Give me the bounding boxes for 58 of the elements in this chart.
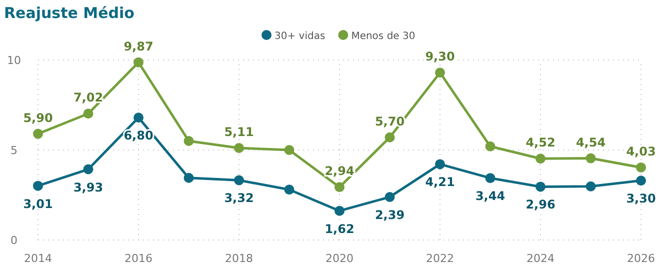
data-label: 3,01 [23, 196, 53, 211]
point [334, 206, 344, 216]
y-tick-label: 10 [7, 54, 21, 67]
point [33, 128, 43, 139]
x-tick-label: 2016 [124, 252, 152, 265]
x-tick-label: 2026 [627, 252, 655, 265]
point [384, 132, 395, 142]
point [485, 141, 496, 152]
legend-label: Menos de 30 [351, 31, 416, 42]
point [384, 192, 395, 202]
x-tick-label: 2020 [326, 252, 354, 265]
data-label: 6,80 [124, 128, 154, 143]
chart-title: Reajuste Médio [4, 4, 134, 22]
point [33, 180, 43, 191]
data-label: 3,32 [224, 191, 254, 206]
data-label: 2,39 [374, 208, 405, 222]
point [184, 136, 194, 146]
point [134, 112, 144, 123]
data-label: 4,21 [425, 175, 455, 190]
point [284, 145, 294, 155]
point [536, 154, 546, 164]
data-label: 3,30 [626, 192, 656, 206]
point [83, 164, 94, 174]
point [184, 172, 194, 183]
data-label: 4,54 [576, 135, 606, 150]
legend-label: 30+ vidas [274, 31, 326, 42]
point [435, 68, 445, 78]
point [485, 173, 496, 184]
data-label: 2,96 [526, 198, 556, 212]
point [234, 143, 244, 154]
data-label: 7,02 [73, 90, 104, 105]
data-label: 5,90 [23, 110, 53, 125]
data-label: 4,52 [526, 136, 556, 150]
y-tick-label: 0 [10, 234, 18, 247]
data-label: 2,94 [324, 164, 354, 178]
x-tick-label: 2022 [426, 252, 454, 265]
data-label: 3,93 [73, 180, 104, 194]
x-tick-label: 2024 [526, 252, 554, 265]
x-tick-label: 2014 [24, 252, 52, 265]
x-tick-label: 2018 [225, 252, 253, 265]
data-label: 9,30 [425, 50, 455, 64]
point [636, 176, 646, 186]
y-tick-label: 5 [10, 144, 18, 157]
point [586, 153, 596, 164]
point [234, 175, 244, 186]
point [134, 57, 144, 68]
point [435, 159, 445, 170]
data-label: 1,62 [324, 222, 354, 236]
point [284, 184, 294, 195]
data-label: 4,03 [626, 144, 656, 158]
point [536, 182, 546, 192]
data-label: 3,44 [475, 189, 506, 204]
data-label: 5,11 [224, 125, 254, 140]
point [586, 181, 596, 192]
point [83, 108, 94, 119]
point [636, 162, 646, 172]
point [334, 182, 344, 192]
data-label: 9,87 [124, 39, 154, 54]
